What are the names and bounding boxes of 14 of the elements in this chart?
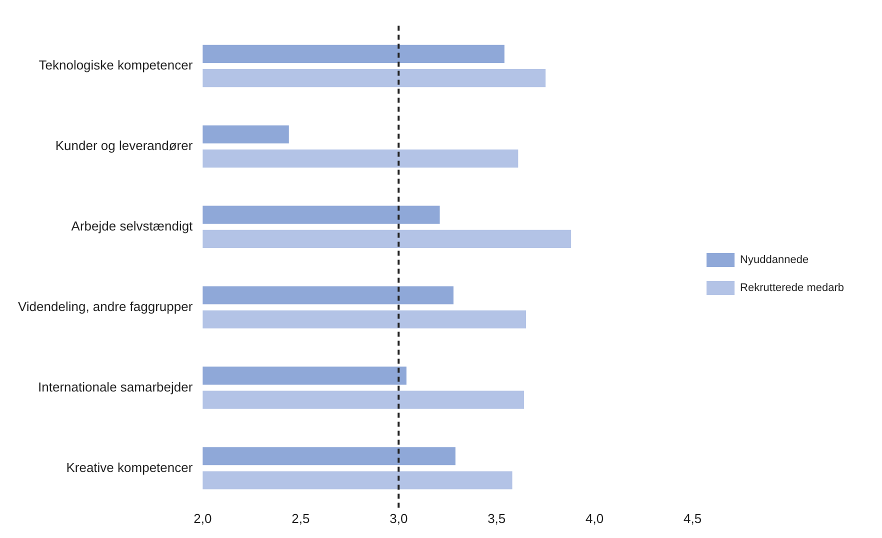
x-tick-label: 2,0: [194, 510, 212, 526]
x-tick-label: 4,5: [684, 510, 702, 526]
y-tick-label: Teknologiske kompetencer: [38, 58, 194, 73]
x-tick-label: 3,5: [488, 510, 506, 526]
x-tick-label: 3,0: [390, 510, 408, 526]
x-tick-label: 4,0: [586, 510, 604, 526]
y-tick-label: Videndeling, andre faggrupper: [18, 298, 194, 314]
y-tick-label: Internationale samarbejder: [38, 379, 194, 394]
legend-label: Rekrutterede medarb: [740, 282, 844, 294]
y-tick-label: Kreative kompetencer: [66, 460, 194, 475]
legend-label: Nyuddannede: [740, 254, 809, 266]
y-tick-label: Arbejde selvstændigt: [71, 218, 194, 234]
y-tick-label: Kunder og leverandører: [55, 138, 194, 154]
x-tick-label: 2,5: [292, 510, 310, 526]
